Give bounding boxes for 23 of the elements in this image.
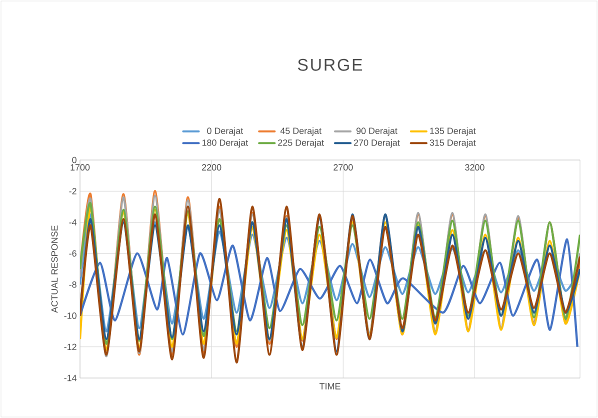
legend-label: 135 Derajat [430, 127, 476, 136]
legend-label: 180 Derajat [202, 139, 248, 148]
x-tick-label: 2200 [202, 164, 222, 171]
chart-title: SURGE [298, 58, 362, 71]
y-tick-label: -10 [64, 312, 76, 319]
legend-label: 45 Derajat [280, 127, 322, 136]
y-axis-title: ACTUAL RESPONSE [51, 226, 58, 313]
y-tick-label: -4 [69, 219, 77, 226]
legend-label: 225 Derajat [278, 139, 324, 148]
y-tick-label: -8 [69, 281, 76, 288]
y-tick-label: -14 [64, 374, 77, 382]
legend-label: 0 Derajat [207, 127, 244, 136]
x-tick-label: 1700 [70, 164, 90, 171]
y-tick-label: 0 [72, 156, 76, 164]
x-tick-label: 2700 [334, 164, 353, 171]
y-tick-label: -6 [69, 250, 76, 257]
y-tick-label: -2 [69, 188, 76, 194]
y-tick-label: -12 [64, 344, 76, 350]
legend-label: 315 Derajat [430, 139, 476, 148]
legend-label: 90 Derajat [356, 127, 398, 136]
x-axis-title: TIME [319, 383, 340, 390]
x-tick-label: 3200 [465, 164, 484, 171]
legend-label: 270 Derajat [354, 139, 400, 148]
